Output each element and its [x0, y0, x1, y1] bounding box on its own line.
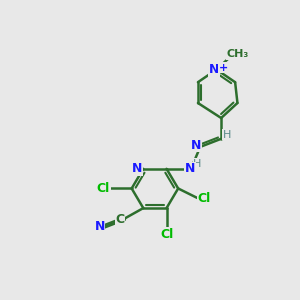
Text: N: N: [191, 139, 201, 152]
Text: C: C: [116, 213, 124, 226]
Text: N: N: [132, 162, 143, 175]
Text: H: H: [193, 159, 202, 169]
Text: N: N: [184, 162, 195, 175]
Text: CH₃: CH₃: [227, 50, 249, 59]
Text: Cl: Cl: [160, 228, 173, 241]
Text: +: +: [218, 63, 228, 73]
Text: N: N: [94, 220, 105, 233]
Text: H: H: [223, 130, 231, 140]
Text: Cl: Cl: [198, 192, 211, 206]
Text: Cl: Cl: [97, 182, 110, 195]
Text: N: N: [209, 63, 219, 76]
